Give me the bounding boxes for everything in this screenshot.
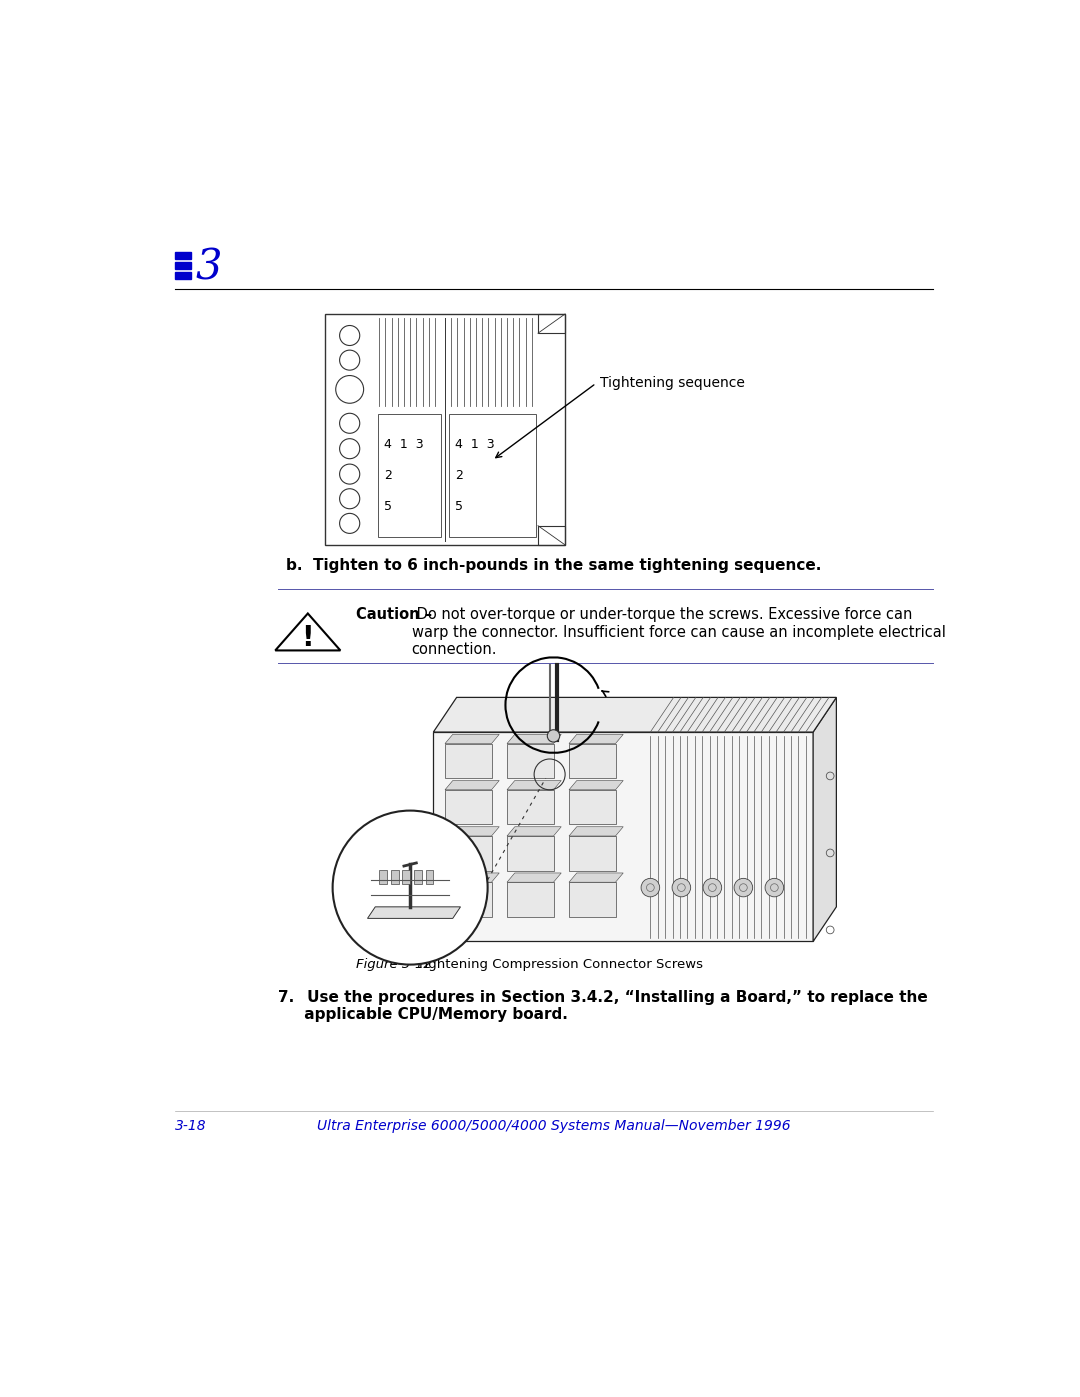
Polygon shape [507, 827, 562, 835]
Polygon shape [433, 697, 836, 732]
Polygon shape [445, 873, 499, 882]
Text: 5: 5 [383, 500, 392, 513]
Bar [507, 743, 554, 778]
Text: Figure 3-12: Figure 3-12 [356, 958, 432, 971]
Circle shape [642, 879, 660, 897]
Text: Ultra Enterprise 6000/5000/4000 Systems Manual—November 1996: Ultra Enterprise 6000/5000/4000 Systems … [316, 1119, 791, 1133]
Circle shape [333, 810, 488, 964]
Bar [507, 835, 554, 870]
Circle shape [734, 879, 753, 897]
Text: Do not over-torque or under-torque the screws. Excessive force can
warp the conn: Do not over-torque or under-torque the s… [411, 608, 946, 657]
Polygon shape [569, 827, 623, 835]
Bar [445, 882, 491, 916]
Bar [175, 272, 191, 278]
Polygon shape [569, 781, 623, 789]
Polygon shape [507, 873, 562, 882]
Bar [569, 743, 616, 778]
Bar [507, 789, 554, 824]
Polygon shape [569, 873, 623, 882]
Text: 3: 3 [195, 247, 222, 289]
Bar [378, 414, 441, 538]
Bar [445, 789, 491, 824]
Bar [569, 835, 616, 870]
Circle shape [548, 729, 559, 742]
Polygon shape [433, 732, 813, 942]
Circle shape [703, 879, 721, 897]
Text: 2: 2 [383, 469, 392, 482]
Bar [403, 870, 410, 884]
Bar [445, 835, 491, 870]
Bar [507, 882, 554, 916]
Text: b.  Tighten to 6 inch-pounds in the same tightening sequence.: b. Tighten to 6 inch-pounds in the same … [286, 559, 821, 573]
Polygon shape [507, 735, 562, 743]
Text: 4  1  3: 4 1 3 [383, 439, 423, 451]
Text: Tightening Compression Connector Screws: Tightening Compression Connector Screws [404, 958, 703, 971]
Bar [449, 414, 537, 538]
Polygon shape [813, 697, 836, 942]
Bar [569, 789, 616, 824]
Bar [445, 743, 491, 778]
Polygon shape [445, 735, 499, 743]
Circle shape [765, 879, 784, 897]
Polygon shape [507, 781, 562, 789]
Bar [325, 314, 565, 545]
Bar [414, 870, 422, 884]
Bar [175, 263, 191, 268]
Text: 4  1  3: 4 1 3 [455, 439, 495, 451]
Text: Tightening sequence: Tightening sequence [600, 376, 745, 390]
Text: Caution –: Caution – [356, 608, 432, 622]
Bar [391, 870, 399, 884]
Text: 3-18: 3-18 [175, 1119, 207, 1133]
Polygon shape [445, 827, 499, 835]
Circle shape [672, 879, 691, 897]
Text: 2: 2 [455, 469, 463, 482]
Polygon shape [445, 781, 499, 789]
Bar [379, 870, 387, 884]
Text: 5: 5 [455, 500, 463, 513]
Bar [426, 870, 433, 884]
Text: 7.  Use the procedures in Section 3.4.2, “Installing a Board,” to replace the
  : 7. Use the procedures in Section 3.4.2, … [279, 990, 928, 1023]
Bar [175, 253, 191, 258]
Polygon shape [367, 907, 460, 918]
Text: !: ! [301, 624, 314, 652]
Polygon shape [569, 735, 623, 743]
Bar [569, 882, 616, 916]
